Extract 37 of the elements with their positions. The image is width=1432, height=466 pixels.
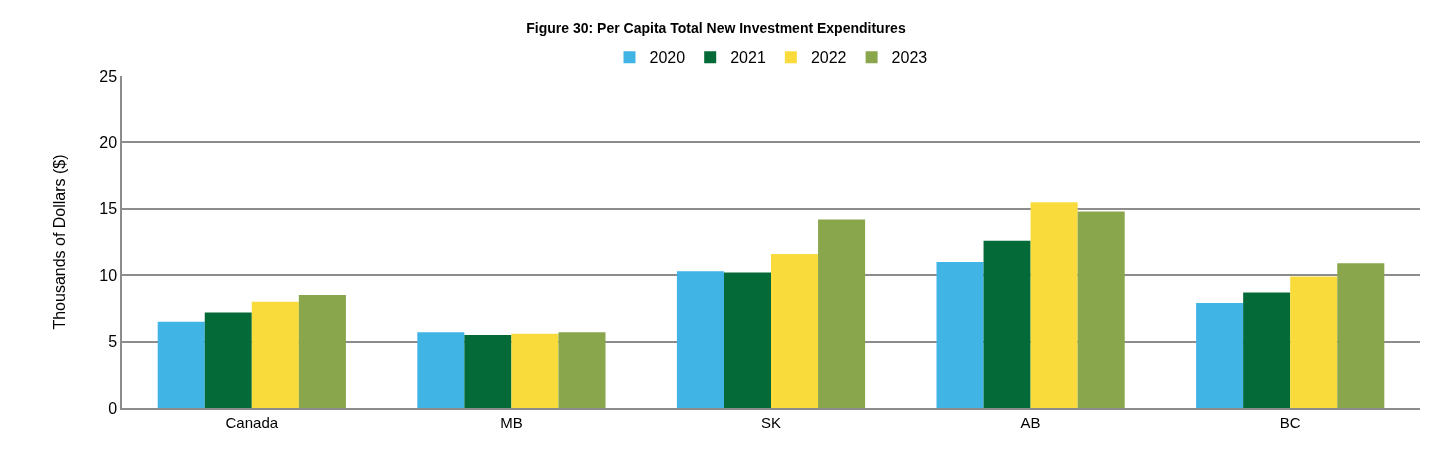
bar [936, 261, 984, 408]
legend-label: 2020 [649, 49, 686, 67]
bar [771, 253, 819, 408]
bar [676, 271, 724, 408]
bar [1243, 292, 1291, 408]
y-tick-label: 0 [108, 399, 118, 417]
legend-label: 2022 [810, 49, 847, 67]
bar [204, 312, 252, 408]
y-tick-label: 10 [99, 266, 118, 284]
bar [511, 333, 559, 408]
bar [1290, 276, 1338, 408]
bar [1030, 202, 1078, 408]
bar [558, 332, 606, 408]
bar [298, 295, 346, 408]
y-tick-label: 25 [99, 67, 118, 85]
chart-title: Figure 30: Per Capita Total New Investment Expenditures [526, 19, 906, 36]
legend-label: 2021 [730, 49, 766, 67]
x-tick-label: MB [500, 413, 523, 431]
bar [818, 219, 866, 408]
x-tick-label: BC [1279, 413, 1301, 431]
bar [1196, 303, 1244, 408]
x-tick-label: AB [1020, 413, 1041, 431]
bar [464, 334, 512, 408]
y-tick-label: 20 [99, 134, 118, 151]
bar [417, 332, 465, 408]
y-tick-label: 5 [108, 333, 118, 351]
y-tick-label: 15 [99, 200, 118, 218]
x-tick-label: Canada [225, 413, 279, 431]
bar [723, 272, 771, 408]
x-tick-label: SK [760, 413, 782, 431]
bar [983, 240, 1031, 408]
y-axis-title: Thousands of Dollars ($) [50, 154, 68, 330]
legend-label: 2023 [891, 49, 928, 67]
bar [251, 301, 299, 408]
bar [1337, 263, 1385, 408]
bar [157, 321, 205, 408]
bar [1077, 211, 1125, 408]
